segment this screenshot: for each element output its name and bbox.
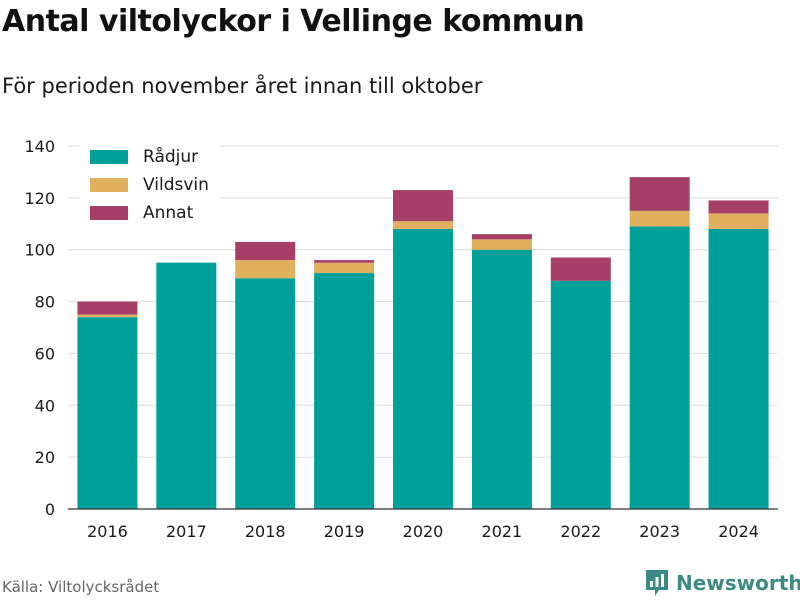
- x-tick-label: 2024: [718, 522, 759, 541]
- bar-rådjur-2022: [550, 280, 611, 509]
- bar-rådjur-2016: [77, 317, 138, 509]
- bar-vildsvin-2016: [77, 314, 138, 318]
- bar-vildsvin-2024: [708, 213, 769, 229]
- bar-rådjur-2023: [629, 226, 690, 509]
- bar-vildsvin-2021: [471, 239, 532, 250]
- bar-rådjur-2024: [708, 228, 769, 509]
- y-tick-label: 20: [35, 448, 55, 467]
- legend-swatch-vildsvin: [90, 178, 128, 192]
- x-tick-label: 2016: [87, 522, 128, 541]
- brand-name: Newsworthy: [676, 571, 800, 595]
- chart-subtitle: För perioden november året innan till ok…: [2, 74, 483, 98]
- y-tick-label: 100: [24, 241, 55, 260]
- bar-vildsvin-2018: [235, 260, 296, 279]
- x-tick-label: 2021: [482, 522, 523, 541]
- x-tick-label: 2023: [639, 522, 680, 541]
- bar-annat-2019: [314, 260, 375, 263]
- bar-annat-2024: [708, 200, 769, 214]
- bar-vildsvin-2019: [314, 262, 375, 274]
- bars: [77, 177, 769, 509]
- bar-rådjur-2019: [314, 273, 375, 509]
- bar-vildsvin-2020: [393, 221, 453, 229]
- newsworthy-logo-icon: [646, 570, 668, 596]
- bar-annat-2022: [550, 257, 611, 281]
- y-tick-label: 0: [45, 500, 55, 519]
- legend-label: Vildsvin: [143, 175, 209, 195]
- bar-annat-2020: [393, 190, 453, 222]
- x-tick-label: 2017: [166, 522, 207, 541]
- bar-rådjur-2021: [471, 249, 532, 509]
- legend: Rådjur Vildsvin Annat: [80, 140, 220, 228]
- brand-logo: Newsworthy: [644, 568, 800, 598]
- y-tick-label: 120: [24, 189, 55, 208]
- legend-swatch-annat: [90, 206, 128, 220]
- x-axis: 2016 2017 2018 2019 2020 2021 2022 2023 2024: [68, 508, 778, 541]
- bar-annat-2021: [471, 234, 532, 240]
- bar-vildsvin-2023: [629, 210, 690, 227]
- bar-annat-2018: [235, 241, 296, 261]
- source-note: Källa: Viltolycksrådet: [2, 578, 160, 596]
- bar-annat-2016: [77, 301, 138, 315]
- x-tick-label: 2019: [324, 522, 365, 541]
- y-tick-label: 80: [35, 293, 55, 312]
- y-tick-label: 140: [24, 137, 55, 156]
- legend-swatch-rådjur: [90, 150, 128, 164]
- x-tick-label: 2020: [403, 522, 444, 541]
- chart-title: Antal viltolyckor i Vellinge kommun: [2, 4, 585, 39]
- bar-annat-2023: [629, 177, 690, 211]
- legend-label: Rådjur: [143, 146, 198, 167]
- bar-rådjur-2018: [235, 278, 296, 509]
- y-tick-label: 40: [35, 396, 55, 415]
- y-tick-label: 60: [35, 344, 55, 363]
- y-axis: 0 20 40 60 80 100 120 140: [24, 137, 55, 519]
- bar-rådjur-2017: [156, 262, 217, 509]
- bar-rådjur-2020: [393, 228, 453, 509]
- legend-label: Annat: [143, 203, 194, 223]
- x-tick-label: 2022: [560, 522, 601, 541]
- x-tick-label: 2018: [245, 522, 286, 541]
